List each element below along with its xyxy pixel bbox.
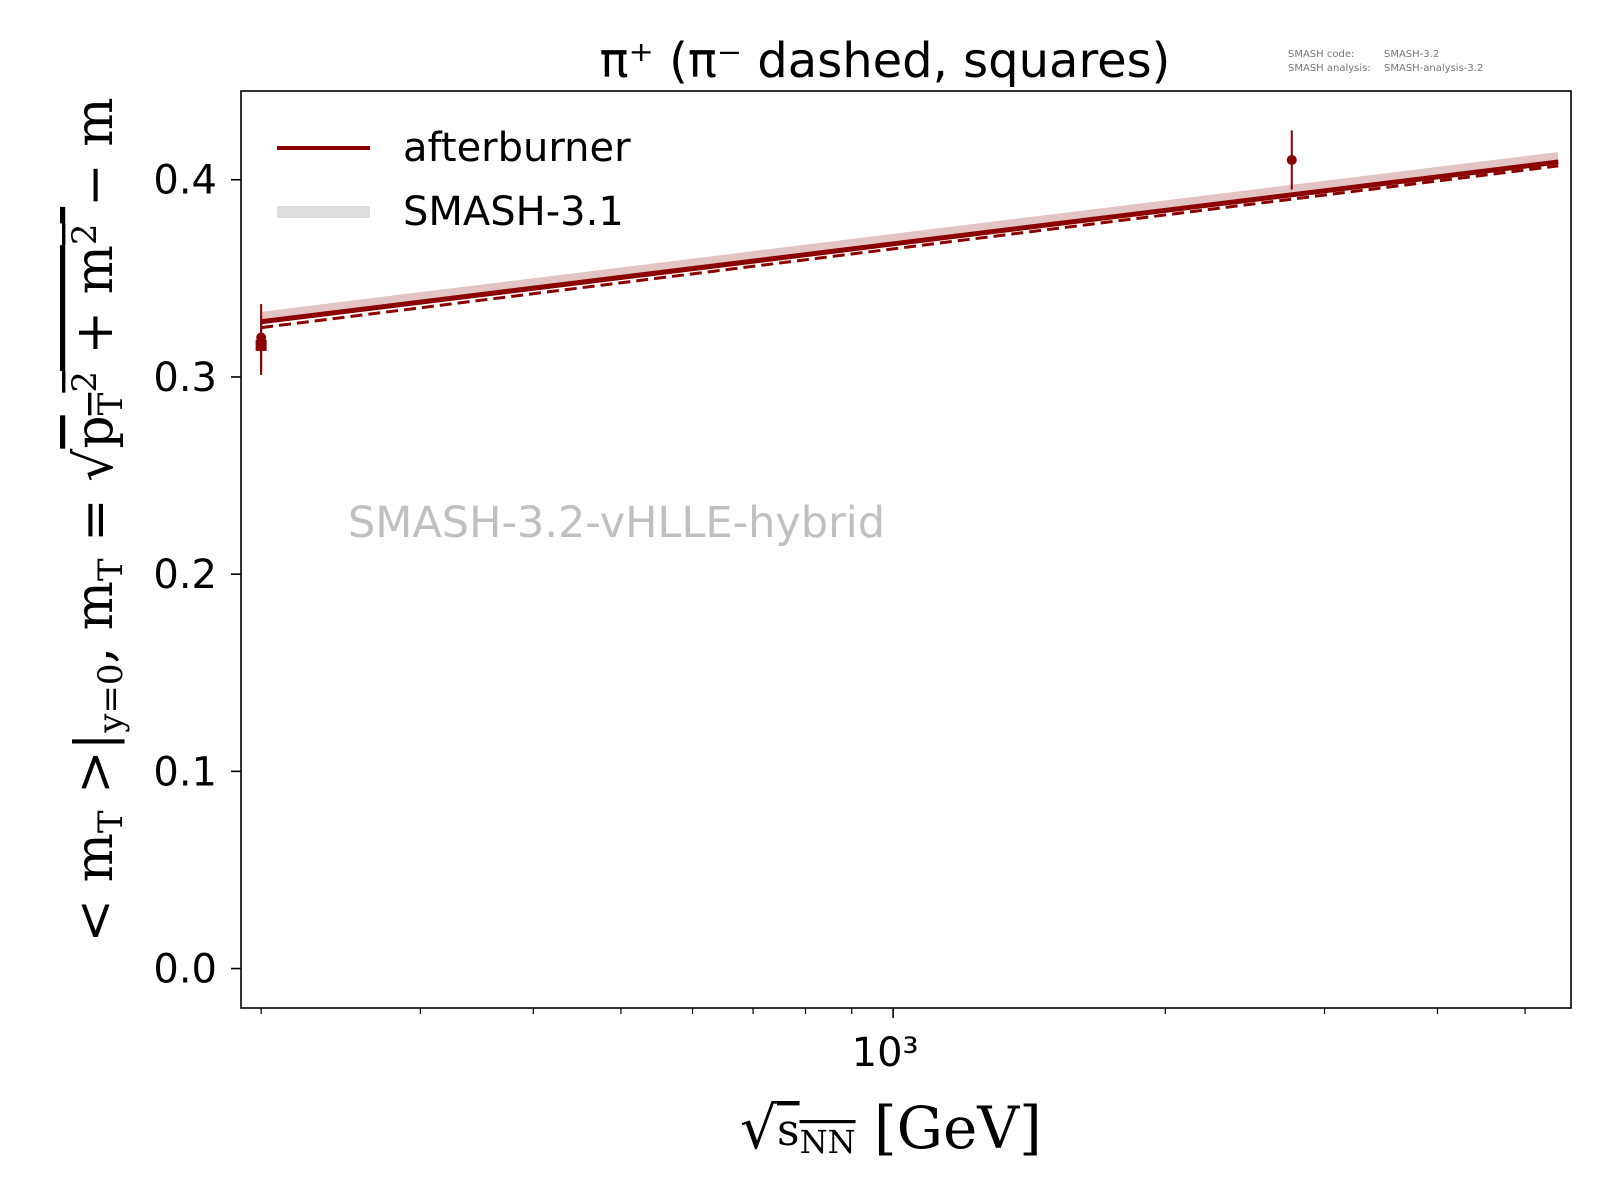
- chart-title: π⁺ (π⁻ dashed, squares): [600, 33, 1171, 89]
- data-point-circle: [1286, 155, 1297, 166]
- series-line-afterburner: [260, 159, 1559, 325]
- data-point-square: [255, 339, 267, 351]
- legend-label-smash31: SMASH-3.1: [403, 189, 624, 235]
- y-tick-label: 0.3: [153, 355, 217, 401]
- series-layer: [260, 152, 1559, 330]
- series-line-smash31: [260, 152, 1559, 324]
- watermark: SMASH-3.2-vHLLE-hybrid: [348, 498, 885, 548]
- y-tick-label: 0.0: [153, 947, 217, 993]
- legend: afterburner SMASH-3.1: [277, 125, 631, 235]
- version-analysis-value: SMASH-analysis-3.2: [1384, 63, 1483, 74]
- series-line-afterburner-dashed: [260, 164, 1559, 330]
- y-tick-label: 0.2: [153, 552, 217, 598]
- x-axis-label-text: √sNN [GeV]: [740, 1094, 1042, 1162]
- plot-area-frame: [240, 90, 1572, 1009]
- y-tick-label: 0.1: [153, 749, 217, 795]
- version-code-value: SMASH-3.2: [1384, 49, 1439, 60]
- x-axis-label: √sNN [GeV]: [740, 1094, 1042, 1162]
- y-axis-ticks: 0.0 0.1 0.2 0.3 0.4: [153, 158, 241, 993]
- y-tick-label: 0.4: [153, 158, 217, 204]
- version-analysis-label: SMASH analysis:: [1288, 63, 1371, 74]
- x-tick-label: 10³: [852, 1030, 919, 1076]
- version-code-label: SMASH code:: [1288, 49, 1354, 60]
- legend-label-afterburner: afterburner: [403, 125, 631, 171]
- y-axis-label: < mT >|y=0, mT = √pT2 + m2 − m: [65, 97, 131, 942]
- x-axis-ticks: 10³: [260, 1008, 1526, 1076]
- y-axis-label-text: < mT >|y=0, mT = √pT2 + m2 − m: [65, 97, 131, 942]
- data-points-layer: [255, 130, 1297, 375]
- version-info: SMASH code: SMASH-3.2 SMASH analysis: SM…: [1288, 49, 1483, 74]
